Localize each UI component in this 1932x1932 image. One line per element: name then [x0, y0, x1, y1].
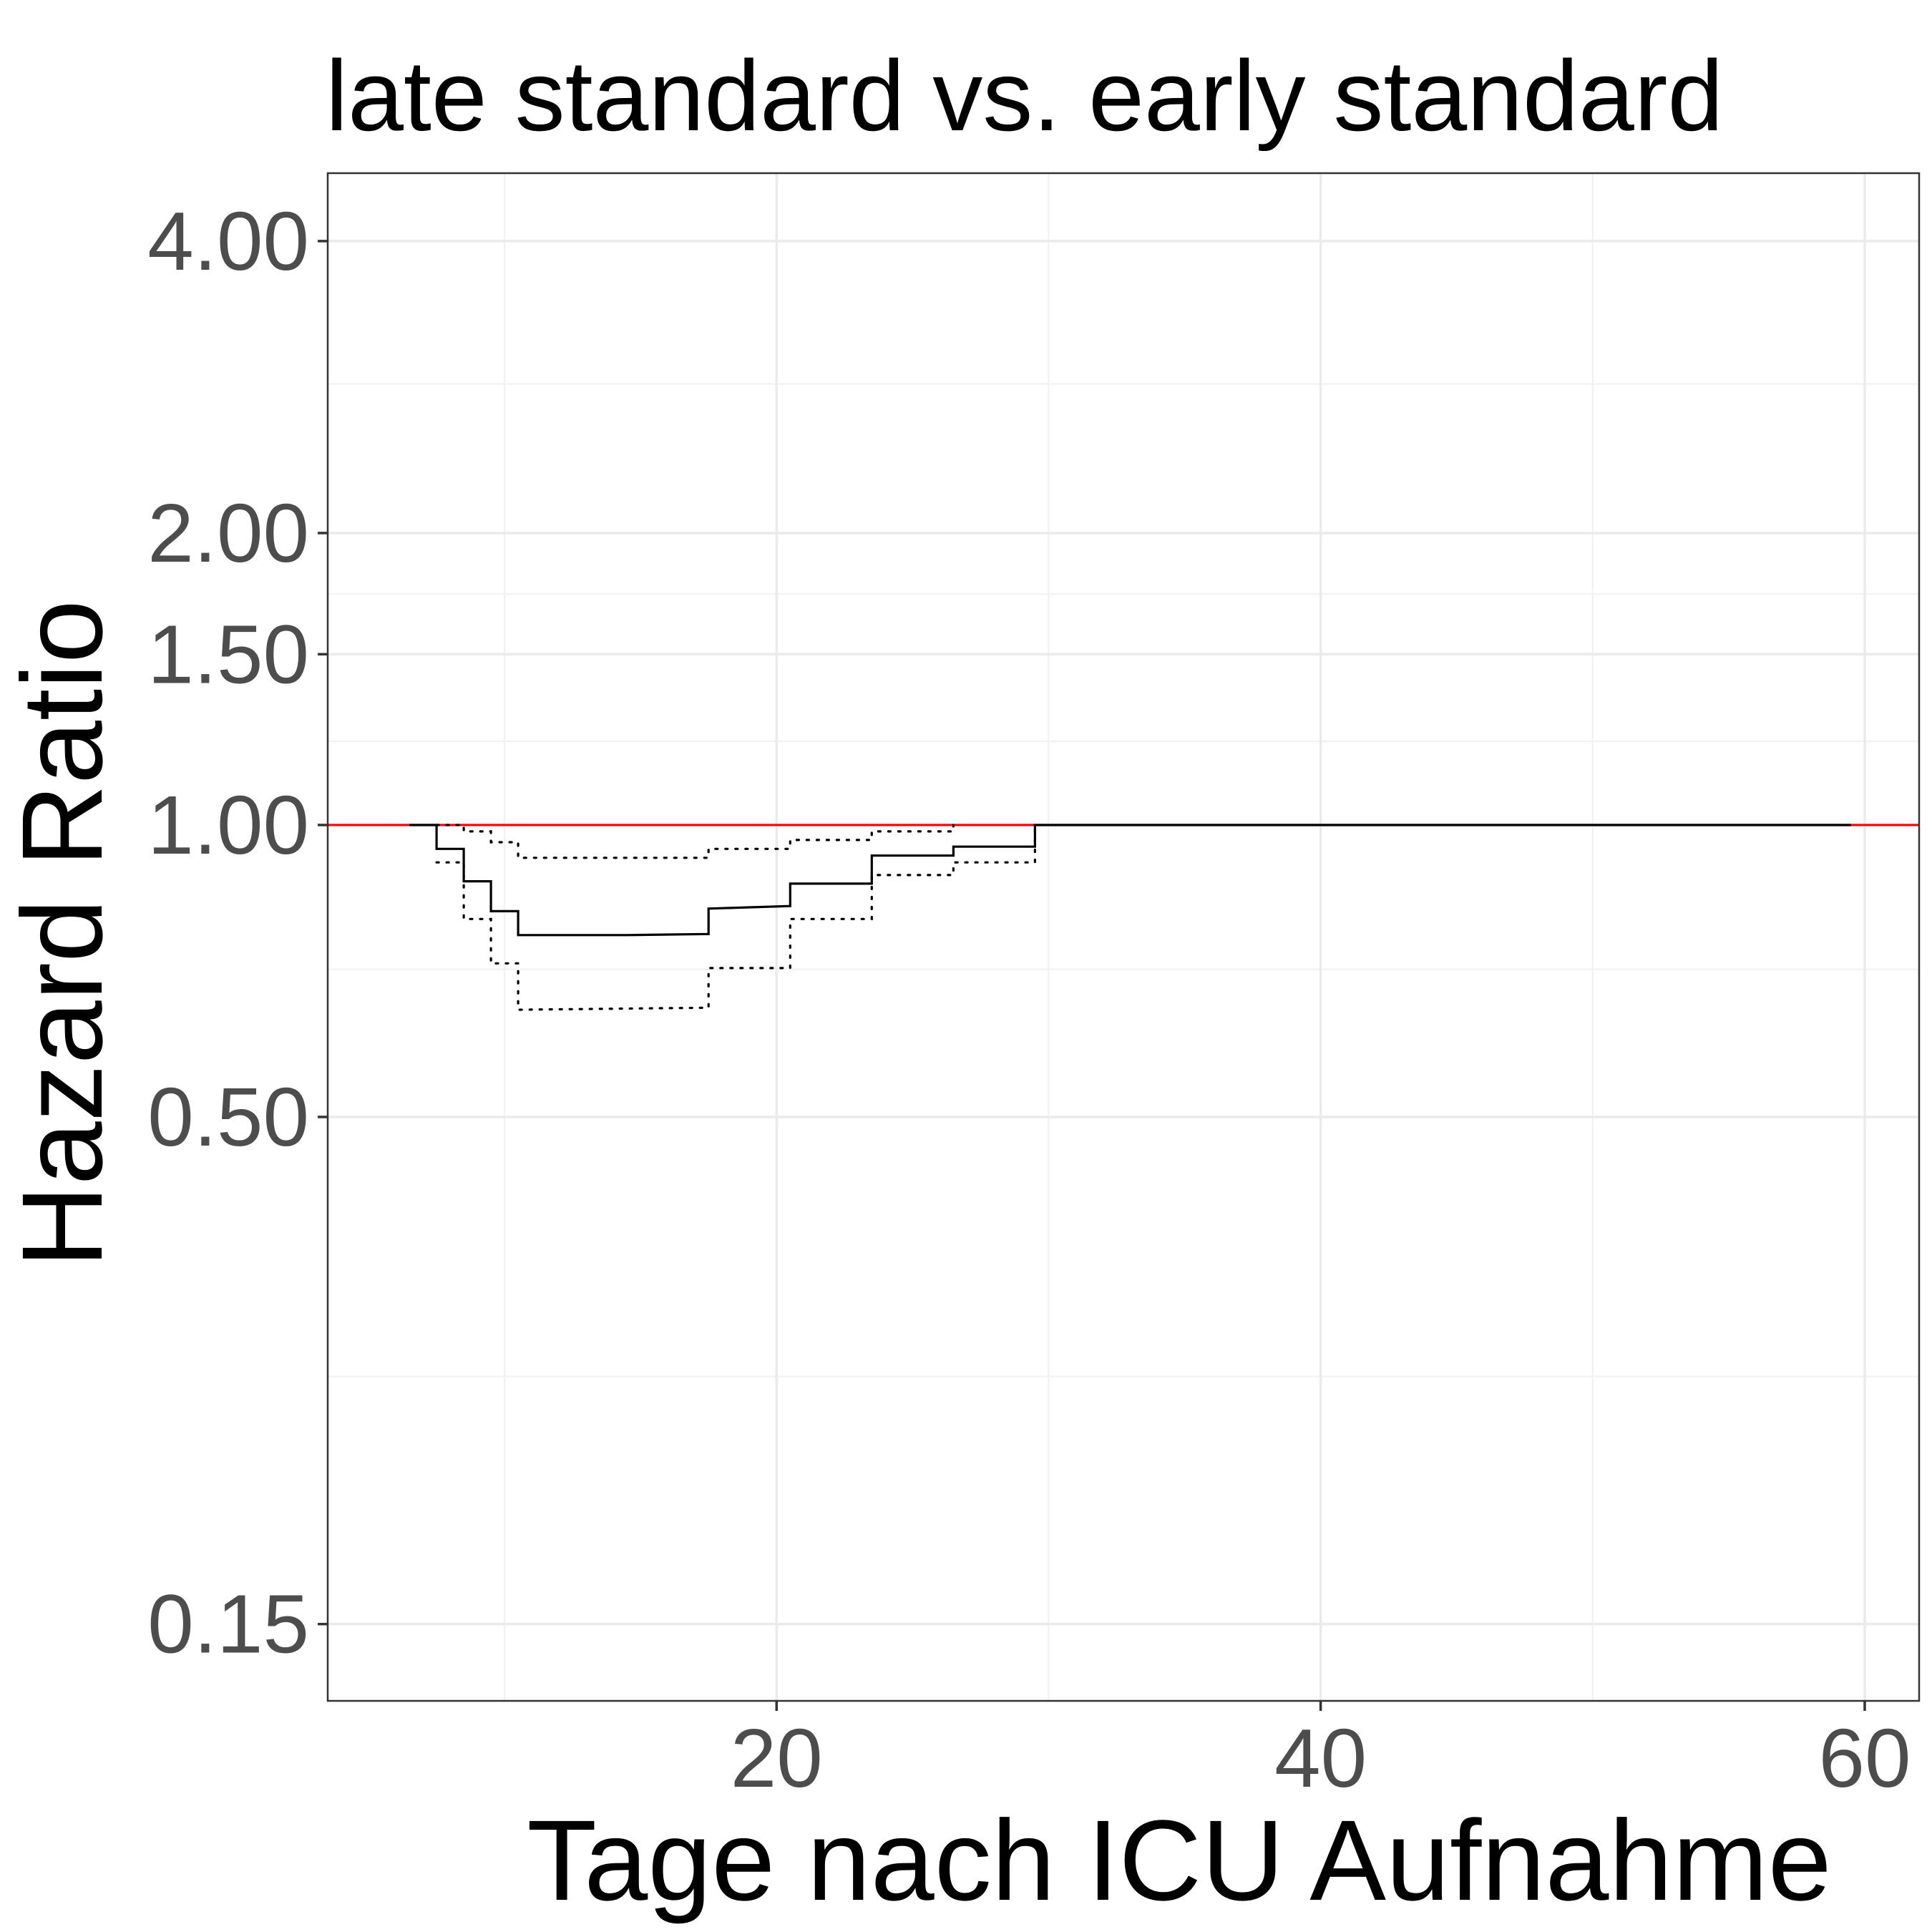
estimate-line [409, 824, 1851, 937]
x-tick-label: 60 [1818, 1712, 1911, 1805]
chart-title: late standard vs. early standard [326, 39, 1723, 152]
y-axis-title: Hazard Ratio [0, 600, 126, 1268]
upper-ci-line [435, 824, 955, 859]
x-tick-label: 20 [731, 1712, 823, 1805]
y-tick-label: 1.50 [147, 608, 309, 701]
y-tick-label: 4.00 [147, 195, 309, 288]
x-tick-label: 40 [1274, 1712, 1367, 1805]
lower-ci-line [435, 824, 1036, 1011]
y-axis: 0.15 0.50 1.00 1.50 2.00 4.00 [147, 195, 328, 1671]
y-tick-label: 2.00 [147, 487, 309, 580]
y-tick-label: 1.00 [147, 779, 309, 872]
panel-border [326, 172, 1921, 1702]
x-axis: 20 40 60 [731, 1701, 1911, 1805]
y-tick-label: 0.15 [147, 1578, 309, 1671]
grid [328, 173, 1919, 1701]
series-layer [409, 824, 1851, 1011]
y-tick-label: 0.50 [147, 1070, 309, 1163]
x-axis-title: Tage nach ICU Aufnahme [527, 1796, 1831, 1924]
